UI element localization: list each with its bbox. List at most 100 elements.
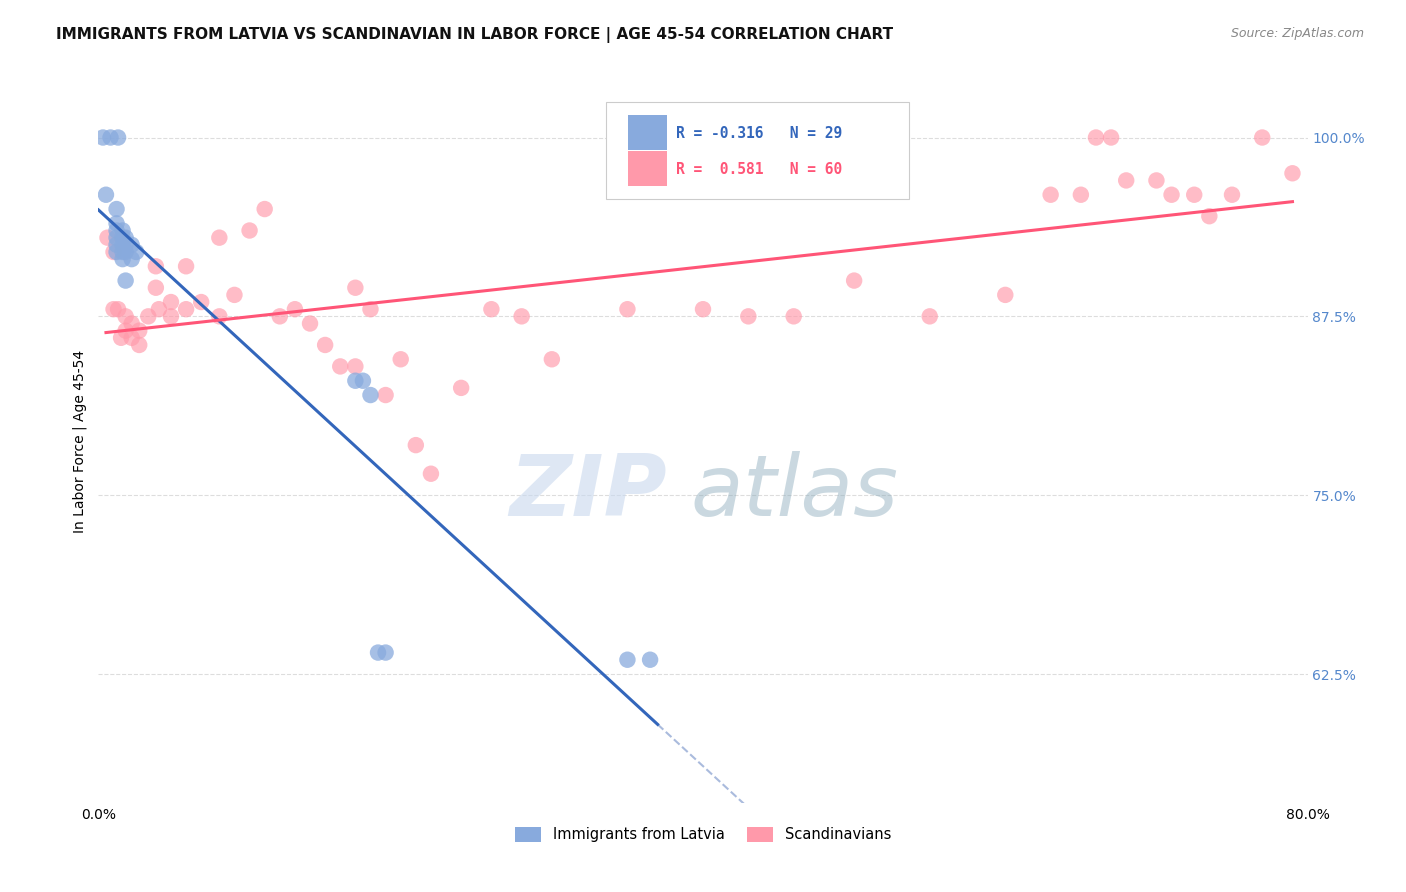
Text: Source: ZipAtlas.com: Source: ZipAtlas.com	[1230, 27, 1364, 40]
FancyBboxPatch shape	[628, 115, 666, 151]
Immigrants from Latvia	[111, 252, 134, 266]
Scandinavians	[114, 310, 136, 324]
Scandinavians	[160, 310, 183, 324]
Scandinavians	[148, 302, 170, 317]
Scandinavians	[239, 223, 262, 237]
Scandinavians	[360, 302, 382, 317]
Immigrants from Latvia	[638, 653, 661, 667]
Scandinavians	[1160, 187, 1182, 202]
Scandinavians	[374, 388, 396, 402]
Scandinavians	[145, 281, 167, 295]
Scandinavians	[1251, 130, 1274, 145]
Immigrants from Latvia	[105, 202, 128, 216]
Scandinavians	[1039, 187, 1062, 202]
Y-axis label: In Labor Force | Age 45-54: In Labor Force | Age 45-54	[73, 350, 87, 533]
Scandinavians	[174, 260, 197, 274]
Scandinavians	[128, 338, 150, 352]
Immigrants from Latvia	[111, 244, 134, 259]
Immigrants from Latvia	[121, 237, 143, 252]
Scandinavians	[160, 295, 183, 310]
Text: ZIP: ZIP	[509, 450, 666, 533]
Scandinavians	[121, 331, 143, 345]
Scandinavians	[1115, 173, 1137, 187]
Scandinavians	[110, 331, 132, 345]
FancyBboxPatch shape	[628, 151, 666, 186]
Scandinavians	[389, 352, 412, 367]
Scandinavians	[96, 230, 118, 244]
Immigrants from Latvia	[105, 237, 128, 252]
Immigrants from Latvia	[105, 216, 128, 230]
Scandinavians	[344, 281, 367, 295]
Scandinavians	[1220, 187, 1243, 202]
Scandinavians	[190, 295, 212, 310]
Scandinavians	[1085, 130, 1108, 145]
Scandinavians	[253, 202, 276, 216]
Scandinavians	[510, 310, 533, 324]
Scandinavians	[1281, 166, 1303, 180]
Scandinavians	[540, 352, 562, 367]
Scandinavians	[107, 302, 129, 317]
Scandinavians	[481, 302, 503, 317]
Immigrants from Latvia	[91, 130, 114, 145]
Scandinavians	[1099, 130, 1122, 145]
Immigrants from Latvia	[344, 374, 367, 388]
Text: R = -0.316   N = 29: R = -0.316 N = 29	[676, 126, 842, 141]
Immigrants from Latvia	[125, 244, 148, 259]
Immigrants from Latvia	[107, 130, 129, 145]
Immigrants from Latvia	[105, 230, 128, 244]
Scandinavians	[208, 230, 231, 244]
Immigrants from Latvia	[616, 653, 638, 667]
Scandinavians	[692, 302, 714, 317]
Scandinavians	[1070, 187, 1092, 202]
Scandinavians	[1144, 173, 1167, 187]
Scandinavians	[174, 302, 197, 317]
Scandinavians	[329, 359, 352, 374]
Scandinavians	[114, 324, 136, 338]
Scandinavians	[994, 288, 1017, 302]
Scandinavians	[128, 324, 150, 338]
Scandinavians	[405, 438, 427, 452]
Scandinavians	[314, 338, 336, 352]
Scandinavians	[844, 274, 866, 288]
Scandinavians	[299, 317, 322, 331]
Immigrants from Latvia	[352, 374, 374, 388]
FancyBboxPatch shape	[606, 102, 908, 200]
Scandinavians	[269, 310, 291, 324]
Scandinavians	[121, 317, 143, 331]
Scandinavians	[284, 302, 307, 317]
Scandinavians	[616, 302, 638, 317]
Legend: Immigrants from Latvia, Scandinavians: Immigrants from Latvia, Scandinavians	[508, 820, 898, 850]
Immigrants from Latvia	[121, 252, 143, 266]
Immigrants from Latvia	[114, 274, 136, 288]
Immigrants from Latvia	[367, 646, 389, 660]
Immigrants from Latvia	[100, 130, 122, 145]
Scandinavians	[1182, 187, 1205, 202]
Immigrants from Latvia	[105, 244, 128, 259]
Immigrants from Latvia	[111, 223, 134, 237]
Immigrants from Latvia	[360, 388, 382, 402]
Scandinavians	[1198, 209, 1220, 223]
Scandinavians	[737, 310, 759, 324]
Immigrants from Latvia	[114, 230, 136, 244]
Scandinavians	[103, 302, 125, 317]
Scandinavians	[208, 310, 231, 324]
Scandinavians	[145, 260, 167, 274]
Scandinavians	[420, 467, 443, 481]
Scandinavians	[918, 310, 941, 324]
Immigrants from Latvia	[94, 187, 117, 202]
Scandinavians	[136, 310, 159, 324]
Immigrants from Latvia	[105, 223, 128, 237]
Scandinavians	[783, 310, 806, 324]
Immigrants from Latvia	[111, 230, 134, 244]
Scandinavians	[103, 244, 125, 259]
Immigrants from Latvia	[114, 244, 136, 259]
Immigrants from Latvia	[374, 646, 396, 660]
Text: IMMIGRANTS FROM LATVIA VS SCANDINAVIAN IN LABOR FORCE | AGE 45-54 CORRELATION CH: IMMIGRANTS FROM LATVIA VS SCANDINAVIAN I…	[56, 27, 893, 43]
Scandinavians	[224, 288, 246, 302]
Text: atlas: atlas	[690, 450, 898, 533]
Scandinavians	[450, 381, 472, 395]
Immigrants from Latvia	[114, 237, 136, 252]
Text: R =  0.581   N = 60: R = 0.581 N = 60	[676, 161, 842, 177]
Immigrants from Latvia	[111, 237, 134, 252]
Scandinavians	[344, 359, 367, 374]
